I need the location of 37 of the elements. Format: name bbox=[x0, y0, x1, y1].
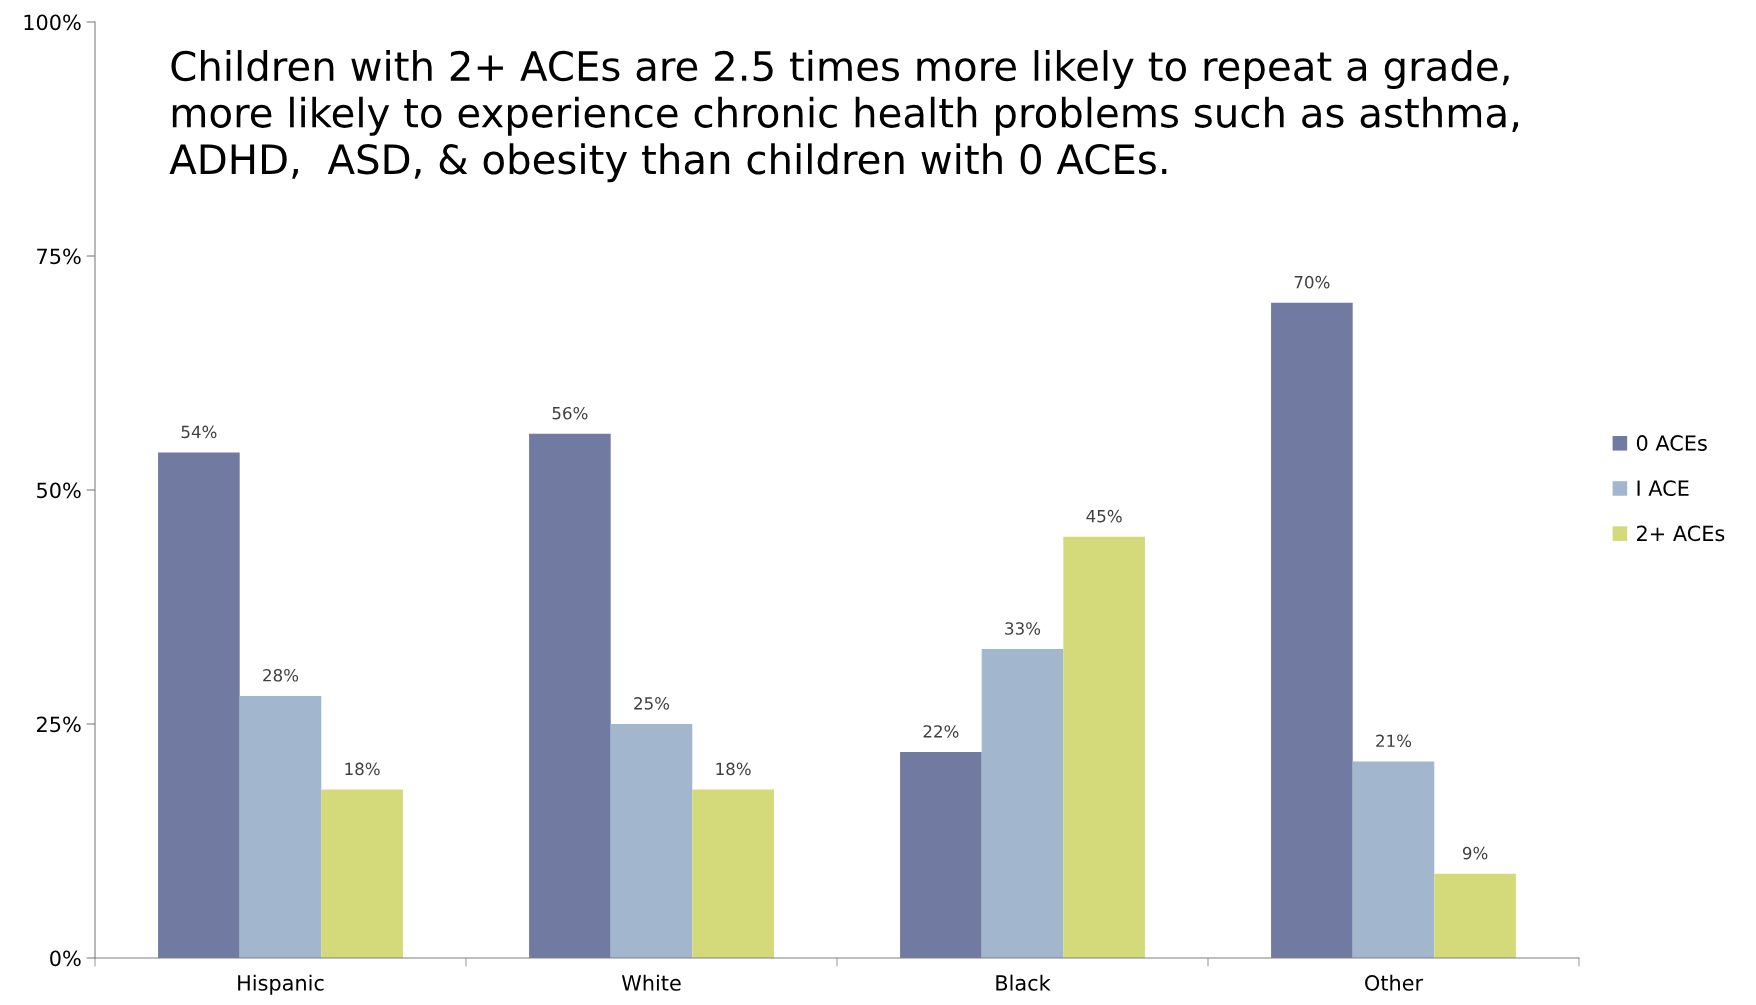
x-tick-label: Other bbox=[1365, 974, 1424, 991]
y-tick-label: 0% bbox=[50, 950, 81, 967]
bar bbox=[1271, 302, 1353, 958]
bar bbox=[529, 433, 611, 958]
bar bbox=[1434, 873, 1516, 958]
x-tick-label: White bbox=[621, 974, 681, 991]
legend-label: 2+ ACEs bbox=[1637, 525, 1725, 542]
data-label: 33% bbox=[1005, 622, 1041, 635]
bar bbox=[900, 752, 982, 958]
data-label: 25% bbox=[634, 697, 670, 710]
bar bbox=[321, 789, 403, 958]
y-tick-label: 50% bbox=[37, 482, 81, 499]
y-tick-label: 75% bbox=[37, 248, 81, 265]
y-tick-label: 100% bbox=[24, 14, 81, 31]
data-label: 18% bbox=[345, 762, 380, 776]
text: Children with 2+ ACEs are 2.5 times more likely to repeat a grade, more likely to experience chronic health problems such as asthma, ADHD, ASD, & obesity than children with 0 ACEs. bbox=[169, 50, 1519, 183]
data-label: 9% bbox=[1462, 846, 1488, 860]
legend-label: 0 ACEs bbox=[1636, 435, 1707, 451]
legend-label: I ACE bbox=[1637, 480, 1689, 497]
bar bbox=[692, 789, 774, 958]
bar bbox=[1063, 536, 1145, 958]
x-tick-label: Hispanic bbox=[238, 974, 324, 995]
bar bbox=[158, 452, 240, 958]
data-label: 70% bbox=[1294, 275, 1330, 289]
data-label: 28% bbox=[263, 668, 299, 682]
x-tick-label: Black bbox=[996, 974, 1051, 991]
bar bbox=[239, 695, 322, 958]
data-label: 21% bbox=[1376, 734, 1412, 748]
data-label: 56% bbox=[552, 406, 588, 420]
data-label: 54% bbox=[181, 425, 217, 439]
bar bbox=[981, 649, 1064, 958]
y-tick-label: 25% bbox=[37, 716, 81, 733]
bar bbox=[610, 724, 693, 958]
bar bbox=[1352, 761, 1435, 958]
data-label: 18% bbox=[716, 762, 751, 776]
data-label: 22% bbox=[923, 725, 959, 738]
data-label: 45% bbox=[1086, 509, 1122, 523]
